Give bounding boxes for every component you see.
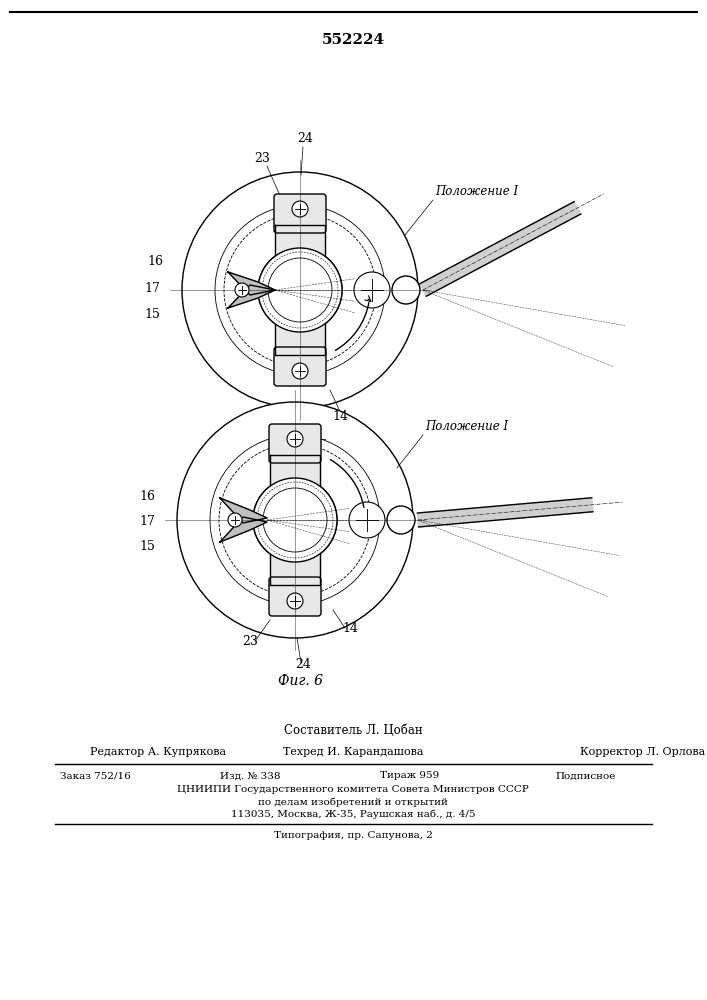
Circle shape [268,258,332,322]
Polygon shape [275,225,325,355]
Text: Подписное: Подписное [555,772,615,780]
Text: Положение I: Положение I [425,420,508,433]
Circle shape [354,272,390,308]
Text: 113035, Москва, Ж-35, Раушская наб., д. 4/5: 113035, Москва, Ж-35, Раушская наб., д. … [230,809,475,819]
FancyBboxPatch shape [269,424,321,463]
Circle shape [268,258,332,322]
Circle shape [253,478,337,562]
Text: 17: 17 [144,282,160,295]
Text: 24: 24 [297,132,313,145]
Polygon shape [228,272,275,295]
FancyBboxPatch shape [269,577,321,616]
Text: 17: 17 [139,515,155,528]
Circle shape [287,593,303,609]
Polygon shape [228,285,275,308]
Text: Тираж 959: Тираж 959 [380,772,439,780]
Circle shape [387,506,415,534]
Text: Изд. № 338: Изд. № 338 [220,772,281,780]
Text: 23: 23 [242,635,258,648]
Circle shape [182,172,418,408]
FancyBboxPatch shape [274,194,326,233]
Text: 15: 15 [144,308,160,321]
Text: Заказ 752/16: Заказ 752/16 [60,772,131,780]
Text: 16: 16 [139,490,155,503]
Circle shape [263,488,327,552]
Text: ЦНИИПИ Государственного комитета Совета Министров СССР: ЦНИИПИ Государственного комитета Совета … [177,786,529,794]
Circle shape [287,431,303,447]
Text: Типография, пр. Сапунова, 2: Типография, пр. Сапунова, 2 [274,832,433,840]
Circle shape [292,363,308,379]
FancyBboxPatch shape [274,347,326,386]
Text: 16: 16 [147,255,163,268]
Circle shape [253,478,337,562]
Text: 24: 24 [295,658,311,671]
Circle shape [292,201,308,217]
Text: Фиг. 5: Фиг. 5 [283,439,327,453]
Text: по делам изобретений и открытий: по делам изобретений и открытий [258,797,448,807]
Circle shape [177,402,413,638]
Circle shape [392,276,420,304]
Polygon shape [220,498,267,523]
Text: Фиг. 6: Фиг. 6 [278,674,322,688]
Text: Корректор Л. Орлова: Корректор Л. Орлова [580,747,706,757]
Polygon shape [270,455,320,585]
Text: 15: 15 [139,540,155,553]
Polygon shape [417,498,593,527]
Circle shape [258,248,342,332]
Circle shape [215,205,385,375]
Circle shape [228,513,242,527]
Circle shape [235,283,249,297]
Text: Техред И. Карандашова: Техред И. Карандашова [283,747,423,757]
Circle shape [263,488,327,552]
Text: Редактор А. Купрякова: Редактор А. Купрякова [90,747,226,757]
Polygon shape [420,202,581,296]
Text: 14: 14 [332,410,348,423]
Circle shape [349,502,385,538]
Text: Положение I: Положение I [435,185,518,198]
Text: Составитель Л. Цобан: Составитель Л. Цобан [284,724,422,736]
Polygon shape [220,517,267,542]
Circle shape [210,435,380,605]
Text: 23: 23 [254,152,270,165]
Text: 14: 14 [342,622,358,635]
Text: 552224: 552224 [322,33,385,47]
Circle shape [258,248,342,332]
